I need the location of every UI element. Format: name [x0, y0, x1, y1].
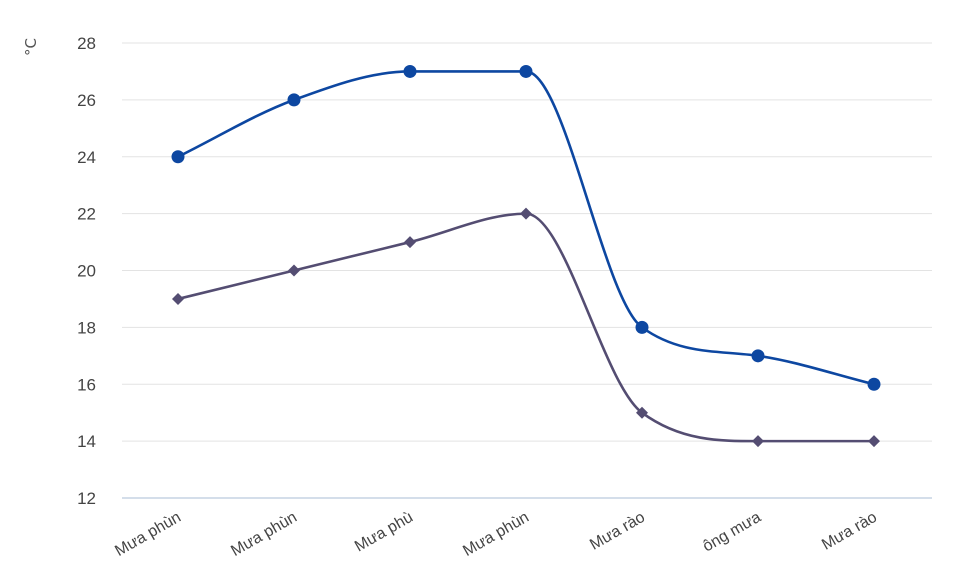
data-point — [287, 93, 301, 107]
y-tick-label: 18 — [77, 318, 96, 337]
y-tick-label: 26 — [77, 91, 96, 110]
x-tick-label: Mưa phùn — [112, 509, 184, 560]
x-axis-labels: Mưa phùn Mưa phùn Mưa phù Mưa phùn Mưa rào ôn… — [112, 509, 880, 560]
series — [171, 64, 881, 448]
data-point — [868, 435, 880, 448]
series-2 — [172, 207, 880, 448]
x-tick-label: Mưa phùn — [228, 509, 300, 560]
data-point — [171, 150, 185, 164]
y-tick-label: 12 — [77, 489, 96, 508]
data-point — [288, 264, 300, 277]
gridlines — [122, 42, 932, 499]
data-point — [635, 320, 649, 334]
series-1 — [171, 64, 881, 391]
x-tick-label: Mưa phùn — [460, 509, 532, 560]
data-point — [519, 64, 533, 78]
y-unit-label: °C — [22, 38, 40, 56]
data-point — [172, 292, 184, 305]
y-tick-label: 24 — [77, 148, 96, 167]
y-axis-ticks: 12 14 16 18 20 22 24 26 28 — [77, 34, 96, 508]
y-tick-label: 28 — [77, 34, 96, 53]
data-point — [636, 406, 648, 419]
series-line — [176, 70, 876, 386]
data-point — [751, 349, 765, 363]
x-tick-label: Mưa rào — [819, 509, 880, 554]
y-tick-label: 16 — [77, 375, 96, 394]
data-point — [403, 64, 417, 78]
data-point — [867, 377, 881, 391]
y-tick-label: 20 — [77, 262, 96, 281]
data-point — [404, 236, 416, 249]
x-tick-label: Mưa phù — [352, 509, 416, 556]
data-point — [752, 435, 764, 448]
y-axis-unit: °C — [22, 38, 40, 56]
y-tick-label: 22 — [77, 205, 96, 224]
data-point — [520, 207, 532, 220]
x-tick-label: Mưa rào — [587, 509, 648, 554]
x-tick-label: ông mưa — [700, 509, 764, 556]
y-tick-label: 14 — [77, 432, 96, 451]
